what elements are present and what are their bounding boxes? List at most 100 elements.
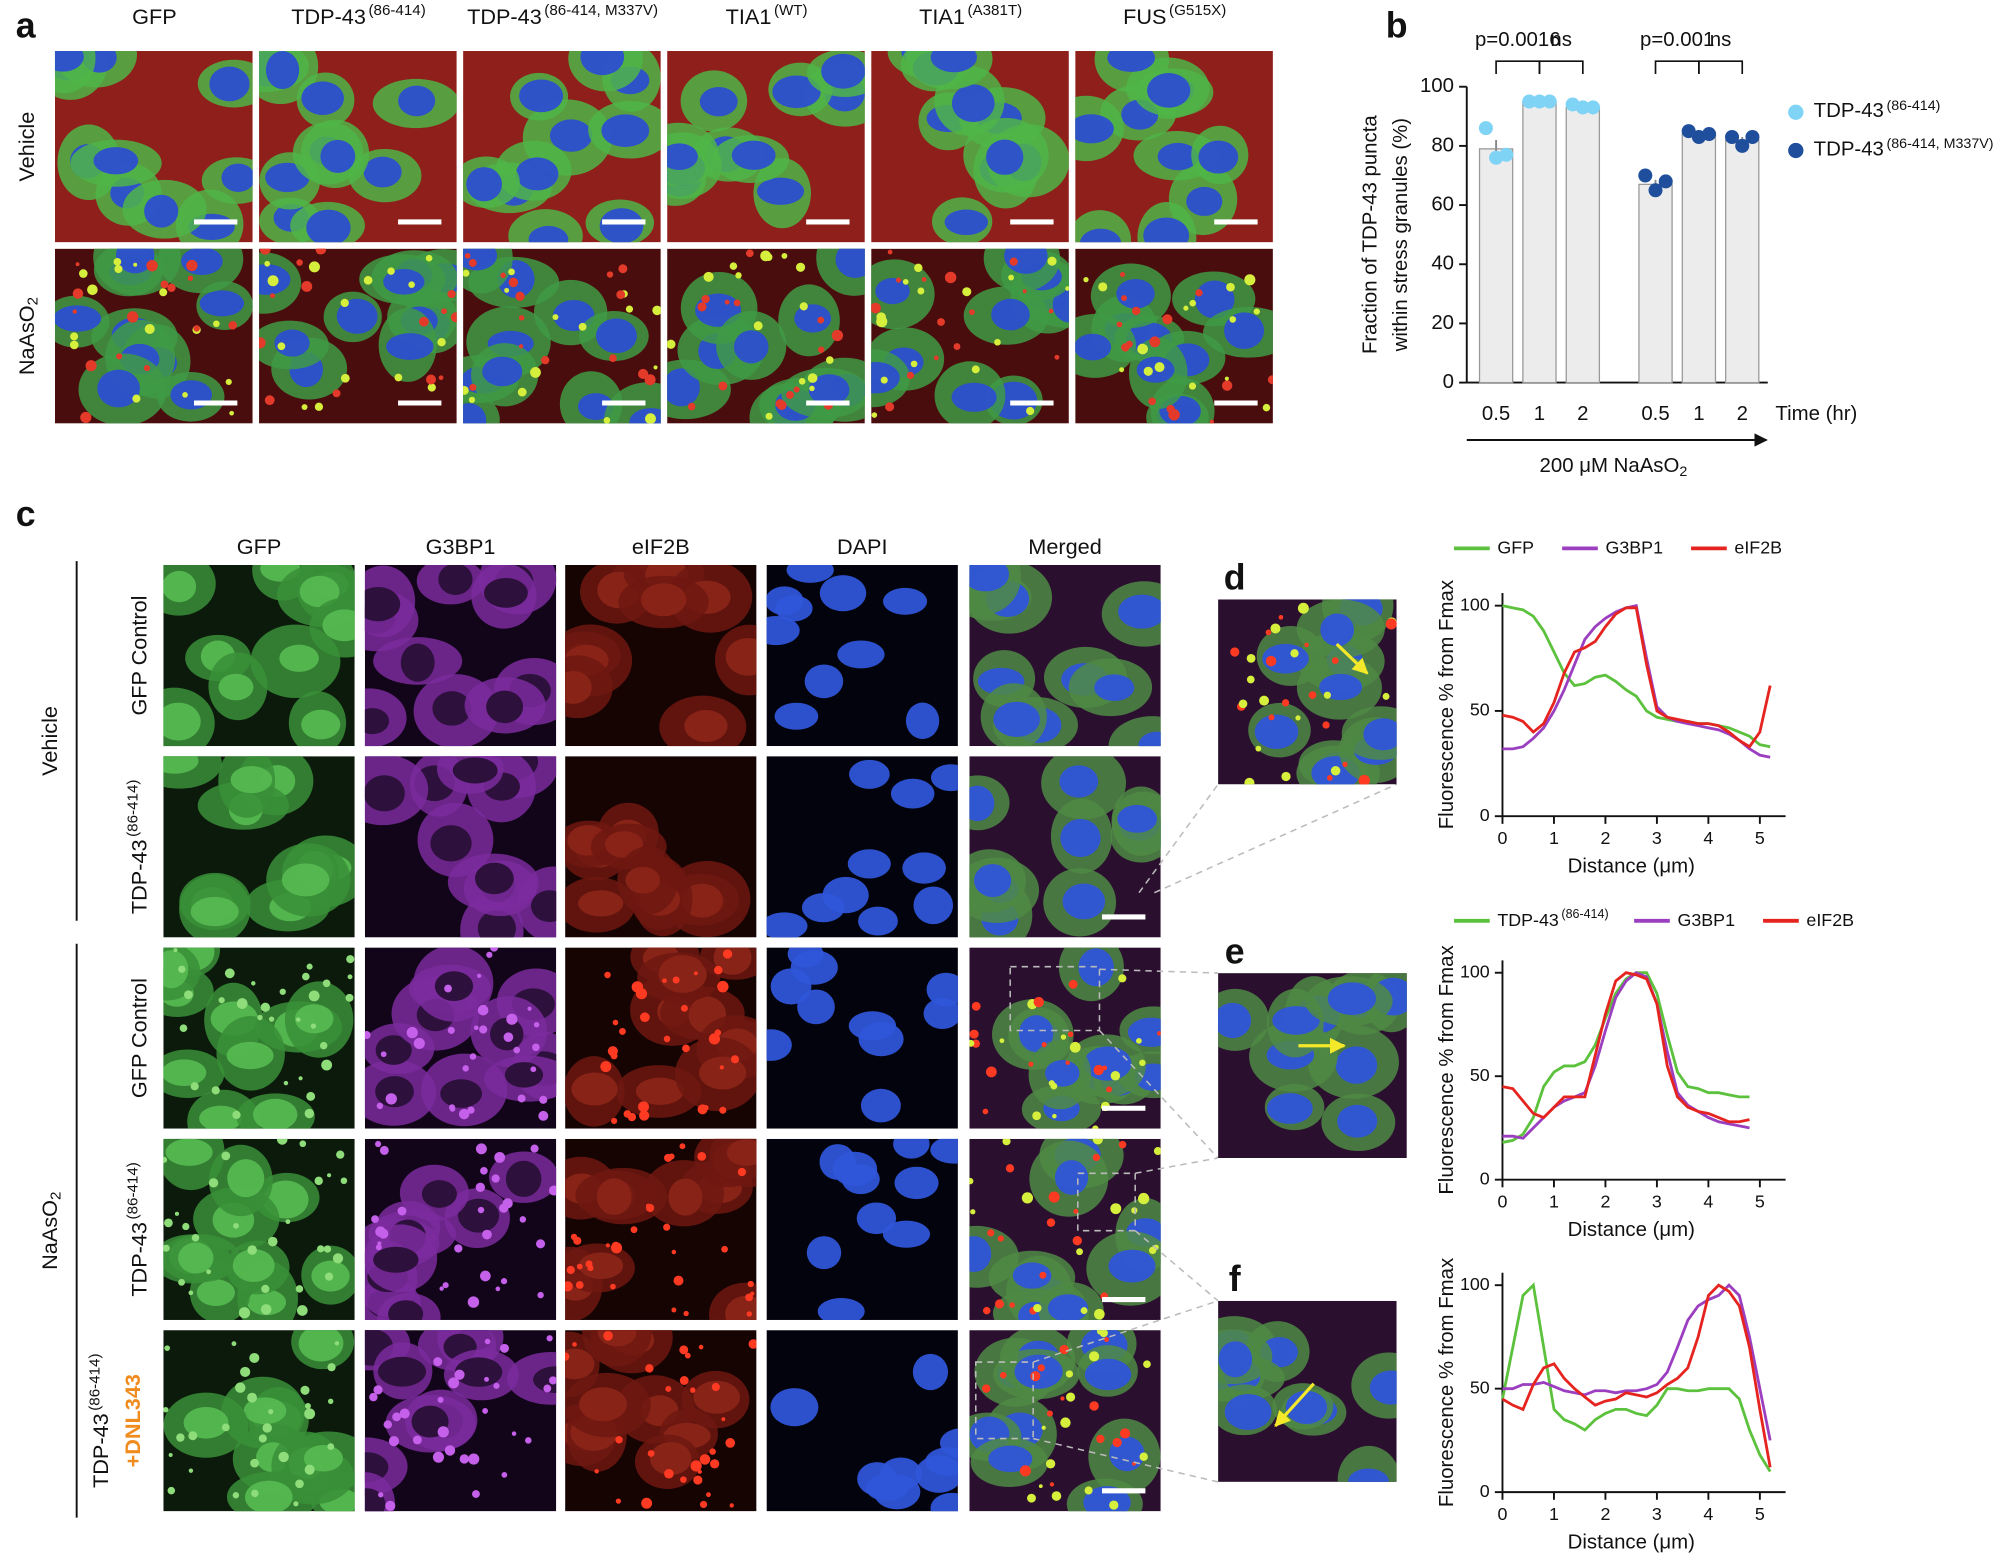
granule [167, 1486, 176, 1495]
micrograph [667, 51, 865, 243]
legend-label: GFP [1497, 537, 1534, 557]
granule [1104, 1337, 1109, 1342]
granule [1189, 299, 1197, 307]
y-tick-label: 100 [1420, 75, 1454, 97]
granule [327, 1398, 334, 1404]
nucleus [1285, 1390, 1328, 1425]
granule [1065, 286, 1069, 291]
nucleus [1335, 1046, 1378, 1084]
granule [233, 1222, 239, 1229]
granule [638, 1101, 649, 1113]
granule [373, 1385, 383, 1395]
granule [573, 1236, 582, 1245]
x-tick-label: 1 [1534, 403, 1545, 425]
panel-label: a [16, 5, 37, 45]
x-tick-label: 5 [1755, 1504, 1765, 1524]
nucleus [1108, 1249, 1156, 1283]
nucleus [1054, 1160, 1089, 1195]
nucleus [518, 79, 564, 113]
granule [503, 1032, 514, 1042]
nucleus [733, 330, 769, 364]
granule [433, 1357, 443, 1367]
granule [467, 1296, 480, 1308]
granule [1323, 691, 1331, 699]
granule [1119, 367, 1125, 373]
micrograph [565, 564, 757, 747]
nucleus [1094, 674, 1135, 702]
nucleus [766, 616, 800, 646]
line-series [1502, 603, 1771, 759]
nucleus [163, 702, 201, 741]
granule [697, 302, 707, 312]
granule [1060, 1417, 1071, 1428]
line-series [1502, 971, 1750, 1144]
granule [321, 1059, 333, 1071]
nucleus [905, 702, 940, 740]
granule [160, 280, 169, 289]
nucleus [116, 248, 155, 274]
granule [295, 1017, 301, 1022]
micrograph [565, 1138, 757, 1320]
granule [1089, 1351, 1100, 1362]
granule [665, 1385, 672, 1392]
row-label-sub: 2 [25, 297, 42, 305]
granule [247, 1392, 258, 1403]
nucleus [658, 955, 707, 993]
nucleus [421, 1180, 457, 1208]
granule [308, 990, 320, 1002]
y-tick-label: 100 [1460, 961, 1490, 981]
granule [301, 280, 313, 292]
granule [506, 1013, 518, 1025]
nucleus [969, 785, 995, 822]
granule [419, 316, 429, 327]
granule [1143, 366, 1153, 376]
nucleus [808, 374, 850, 406]
granule [187, 275, 194, 281]
nucleus [993, 701, 1040, 737]
nucleus [227, 1159, 265, 1198]
granule [1065, 1392, 1076, 1402]
granule [1226, 282, 1235, 292]
nucleus [890, 778, 935, 809]
granule [304, 1108, 315, 1119]
nucleus [699, 1056, 747, 1090]
column-header-sup: (WT) [774, 2, 808, 19]
panel-label: f [1229, 1259, 1241, 1299]
x-axis-label: Distance (μm) [1568, 856, 1695, 878]
nucleus [912, 1353, 949, 1391]
granule [1021, 1192, 1034, 1204]
granule [259, 337, 266, 349]
bar [1638, 183, 1673, 384]
nucleus [486, 690, 524, 724]
granule [724, 299, 730, 305]
granule [306, 963, 313, 970]
granule [1265, 655, 1277, 667]
granule [501, 1472, 508, 1478]
data-point [1478, 121, 1493, 136]
column-header-text: TIA1 [919, 4, 965, 29]
granule [438, 375, 444, 381]
nucleus [232, 1248, 275, 1282]
granule [817, 316, 825, 324]
nucleus [1194, 280, 1235, 319]
granule [1116, 321, 1123, 328]
nucleus [571, 1072, 618, 1106]
granule [1048, 1191, 1060, 1203]
nucleus [336, 298, 378, 334]
granule [484, 1338, 491, 1345]
connector [1032, 1300, 1219, 1363]
cell [506, 1352, 557, 1405]
granule [722, 949, 733, 959]
nucleus [54, 51, 84, 72]
legend-label-text: eIF2B [1806, 910, 1854, 930]
granule [703, 271, 714, 282]
granule [127, 311, 139, 323]
granule [159, 288, 168, 297]
column-header: eIF2B [632, 534, 690, 559]
y-axis-label: within stress granules (%) [1390, 118, 1412, 352]
granule [346, 955, 355, 964]
granule [78, 269, 88, 278]
granule [910, 360, 918, 368]
nucleus [163, 756, 199, 774]
granule [1382, 692, 1390, 700]
